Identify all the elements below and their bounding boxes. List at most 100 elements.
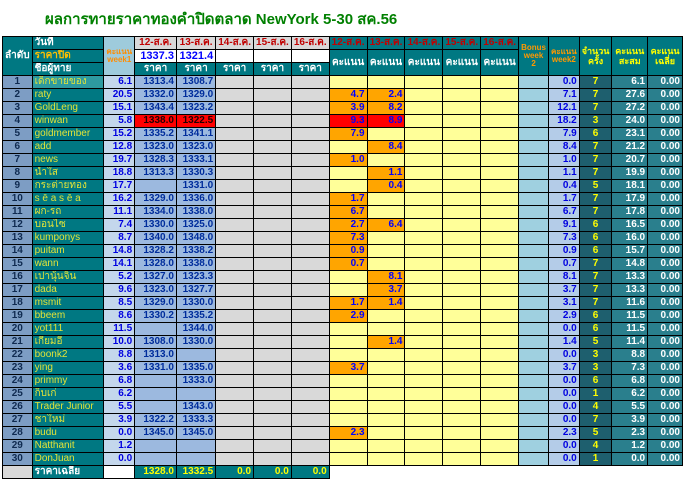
total-score-cell[interactable]: 17.8	[611, 205, 649, 219]
price-cell[interactable]	[253, 361, 292, 375]
score-cell[interactable]	[366, 231, 406, 245]
count-cell[interactable]: 7	[578, 153, 613, 167]
score-cell[interactable]	[366, 75, 406, 89]
week2-score-cell[interactable]: 2.9	[547, 309, 580, 323]
price-sub-header[interactable]: ราคา	[215, 62, 255, 76]
price-cell[interactable]	[253, 75, 292, 89]
score-cell[interactable]	[404, 179, 444, 193]
price-cell[interactable]: 1323.0	[134, 140, 177, 154]
avg-score-cell[interactable]: 0.00	[647, 88, 683, 102]
price-cell[interactable]	[215, 452, 255, 466]
score-cell[interactable]	[404, 439, 444, 453]
total-score-cell[interactable]: 18.1	[611, 179, 649, 193]
avg-score-cell[interactable]: 0.00	[647, 283, 683, 297]
score-cell[interactable]	[442, 322, 482, 336]
price-cell[interactable]	[253, 114, 292, 128]
price-cell[interactable]: 1333.1	[175, 153, 217, 167]
price-cell[interactable]	[215, 374, 255, 388]
player-name-cell[interactable]: dada	[31, 283, 105, 297]
score-cell[interactable]	[366, 127, 406, 141]
avg-score-cell[interactable]: 0.00	[647, 218, 683, 232]
player-name-cell[interactable]: msmit	[31, 296, 105, 310]
total-score-cell[interactable]: 0.0	[611, 452, 649, 466]
week1-score-cell[interactable]: 0.0	[103, 452, 136, 466]
bonus-week2-cell[interactable]	[518, 192, 549, 206]
price-cell[interactable]	[253, 153, 292, 167]
total-score-cell[interactable]: 11.5	[611, 322, 649, 336]
price-cell[interactable]: 1328.2	[134, 244, 177, 258]
price-cell[interactable]: 1330.0	[134, 218, 177, 232]
price-cell[interactable]	[253, 348, 292, 362]
score-cell[interactable]: 7.9	[328, 127, 368, 141]
rank-cell[interactable]: 4	[2, 114, 33, 128]
score-cell[interactable]	[480, 179, 520, 193]
score-cell[interactable]	[480, 439, 520, 453]
average-price-cell[interactable]: 0.0	[290, 465, 330, 479]
rank-cell[interactable]: 13	[2, 231, 33, 245]
price-cell[interactable]: 1340.0	[134, 231, 177, 245]
price-cell[interactable]	[253, 231, 292, 245]
rank-cell[interactable]: 12	[2, 218, 33, 232]
score-cell[interactable]	[480, 140, 520, 154]
player-name-cell[interactable]: ผก-รถ	[31, 205, 105, 219]
week1-score-cell[interactable]: 11.5	[103, 322, 136, 336]
avg-score-cell[interactable]: 0.00	[647, 244, 683, 258]
price-cell[interactable]	[215, 218, 255, 232]
score-cell[interactable]	[404, 270, 444, 284]
price-cell[interactable]: 1329.0	[175, 88, 217, 102]
count-cell[interactable]: 4	[578, 439, 613, 453]
score-date-header[interactable]: 12-ส.ค.	[328, 36, 368, 50]
score-cell[interactable]	[480, 218, 520, 232]
price-cell[interactable]	[215, 257, 255, 271]
price-cell[interactable]	[290, 426, 330, 440]
score-cell[interactable]: 3.7	[366, 283, 406, 297]
price-cell[interactable]	[215, 296, 255, 310]
price-cell[interactable]	[290, 179, 330, 193]
avg-score-cell[interactable]: 0.00	[647, 179, 683, 193]
bonus-week2-cell[interactable]	[518, 114, 549, 128]
score-cell[interactable]	[328, 452, 368, 466]
price-cell[interactable]: 1341.1	[175, 127, 217, 141]
price-cell[interactable]: 1344.0	[175, 322, 217, 336]
score-cell[interactable]	[366, 426, 406, 440]
score-cell[interactable]	[442, 439, 482, 453]
player-name-cell[interactable]: yot111	[31, 322, 105, 336]
bonus-week2-cell[interactable]	[518, 75, 549, 89]
score-cell[interactable]	[442, 296, 482, 310]
price-cell[interactable]	[215, 335, 255, 349]
avg-score-cell[interactable]: 0.00	[647, 361, 683, 375]
total-score-cell[interactable]: 1.2	[611, 439, 649, 453]
price-cell[interactable]	[215, 127, 255, 141]
score-cell[interactable]	[404, 335, 444, 349]
price-cell[interactable]	[134, 452, 177, 466]
score-sub-header[interactable]: คะแนน	[442, 49, 482, 76]
score-cell[interactable]	[328, 75, 368, 89]
price-cell[interactable]: 1313.3	[134, 166, 177, 180]
bonus-week2-cell[interactable]	[518, 153, 549, 167]
week1-score-cell[interactable]: 3.6	[103, 361, 136, 375]
count-cell[interactable]: 3	[578, 348, 613, 362]
price-cell[interactable]	[290, 166, 330, 180]
player-name-cell[interactable]: DonJuan	[31, 452, 105, 466]
price-cell[interactable]: 1323.3	[175, 270, 217, 284]
week1-score-cell[interactable]: 19.7	[103, 153, 136, 167]
count-cell[interactable]: 7	[578, 75, 613, 89]
score-cell[interactable]: 1.7	[328, 296, 368, 310]
avg-score-cell[interactable]: 0.00	[647, 166, 683, 180]
score-cell[interactable]	[480, 322, 520, 336]
score-cell[interactable]	[480, 127, 520, 141]
week2-score-cell[interactable]: 0.0	[547, 439, 580, 453]
price-cell[interactable]: 1334.0	[134, 205, 177, 219]
week2-score-cell[interactable]: 6.7	[547, 205, 580, 219]
score-cell[interactable]	[442, 231, 482, 245]
bonus-week2-cell[interactable]	[518, 335, 549, 349]
week2-score-cell[interactable]: 8.4	[547, 140, 580, 154]
price-cell[interactable]	[253, 452, 292, 466]
price-cell[interactable]	[253, 322, 292, 336]
score-cell[interactable]: 8.9	[366, 114, 406, 128]
price-cell[interactable]	[253, 127, 292, 141]
avg-score-cell[interactable]: 0.00	[647, 114, 683, 128]
count-cell[interactable]: 5	[578, 426, 613, 440]
score-cell[interactable]	[328, 179, 368, 193]
week2-score-cell[interactable]: 3.1	[547, 296, 580, 310]
